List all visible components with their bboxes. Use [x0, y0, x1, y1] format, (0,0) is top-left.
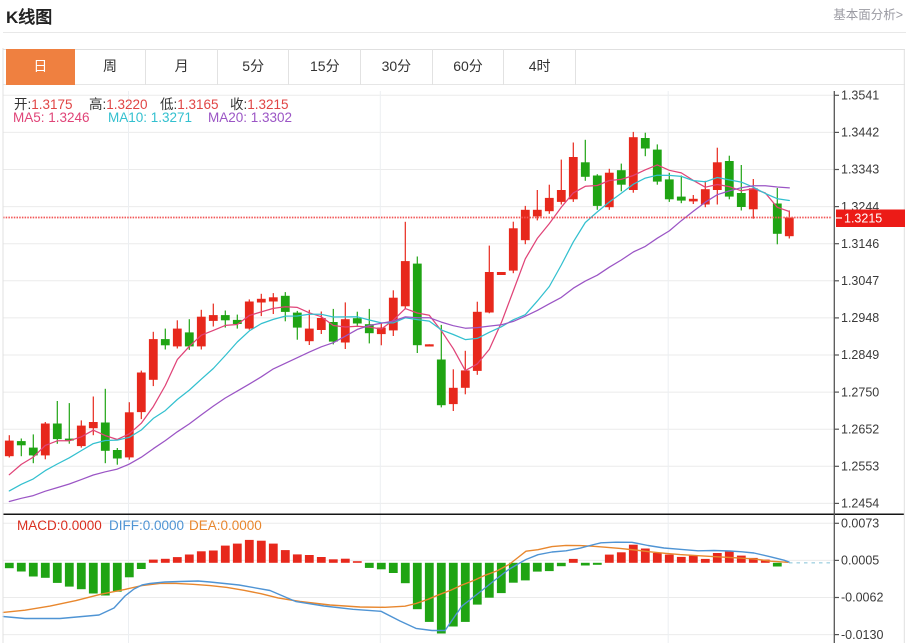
svg-text:1.3047: 1.3047	[841, 274, 879, 288]
svg-text:1.2948: 1.2948	[841, 311, 879, 325]
svg-text:1.3541: 1.3541	[841, 89, 879, 103]
svg-text:1.2553: 1.2553	[841, 460, 879, 474]
svg-text:0.0005: 0.0005	[841, 554, 879, 568]
svg-text:1.2652: 1.2652	[841, 422, 879, 436]
svg-text:1.3215: 1.3215	[844, 212, 882, 226]
svg-text:1.3343: 1.3343	[841, 163, 879, 177]
svg-text:1.2849: 1.2849	[841, 348, 879, 362]
svg-text:1.3146: 1.3146	[841, 237, 879, 251]
svg-text:1.2750: 1.2750	[841, 385, 879, 399]
svg-text:1.3442: 1.3442	[841, 126, 879, 140]
svg-text:-0.0062: -0.0062	[841, 591, 883, 605]
svg-text:0.0073: 0.0073	[841, 517, 879, 531]
svg-text:1.2454: 1.2454	[841, 497, 879, 511]
svg-text:-0.0130: -0.0130	[841, 628, 883, 642]
